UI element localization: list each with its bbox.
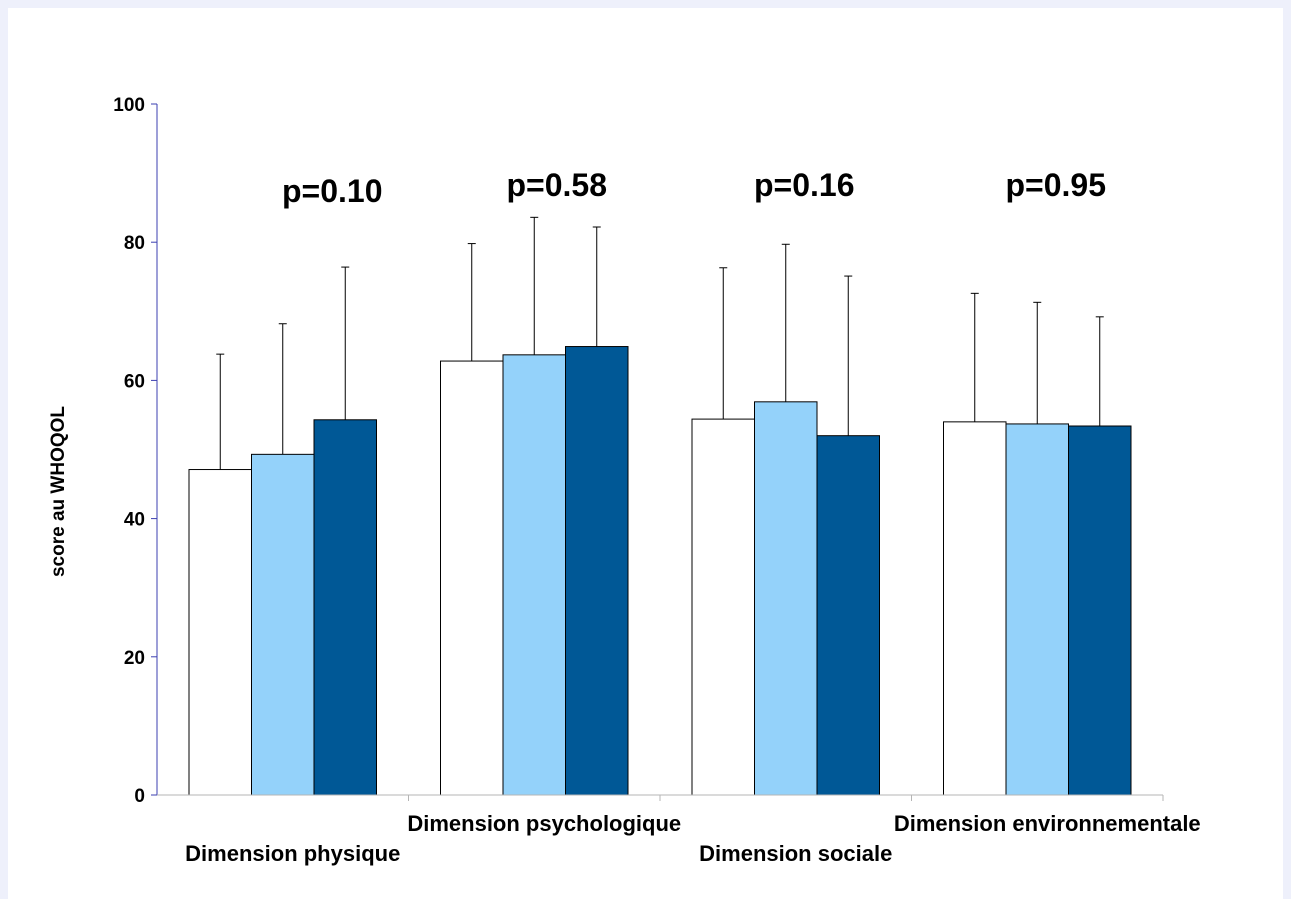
y-tick-label: 100 (113, 95, 145, 116)
bar (691, 418, 755, 796)
bar (565, 346, 629, 796)
bar (502, 354, 566, 796)
p-value-annotation: p=0.10 (282, 173, 383, 209)
p-value-annotation: p=0.58 (507, 167, 608, 203)
p-value-annotation: p=0.16 (754, 167, 855, 203)
category-label: Dimension physique (185, 841, 400, 866)
y-tick-label: 40 (124, 510, 145, 531)
y-tick-label: 20 (124, 648, 145, 669)
category-label: Dimension environnementale (894, 811, 1201, 836)
bar (1068, 425, 1132, 796)
bar (754, 401, 818, 796)
bar (816, 435, 880, 796)
category-label: Dimension sociale (699, 841, 892, 866)
y-axis-label: score au WHOQOL (48, 406, 69, 577)
bar (943, 421, 1007, 796)
y-tick-label: 80 (124, 233, 145, 254)
p-value-annotation: p=0.95 (1006, 167, 1107, 203)
y-tick-label: 0 (134, 786, 145, 807)
y-tick-label: 60 (124, 371, 145, 392)
bar (188, 469, 252, 796)
bar (251, 453, 315, 796)
bar (1005, 423, 1069, 796)
category-label: Dimension psychologique (407, 811, 681, 836)
bar (440, 360, 504, 796)
bar (313, 419, 377, 796)
